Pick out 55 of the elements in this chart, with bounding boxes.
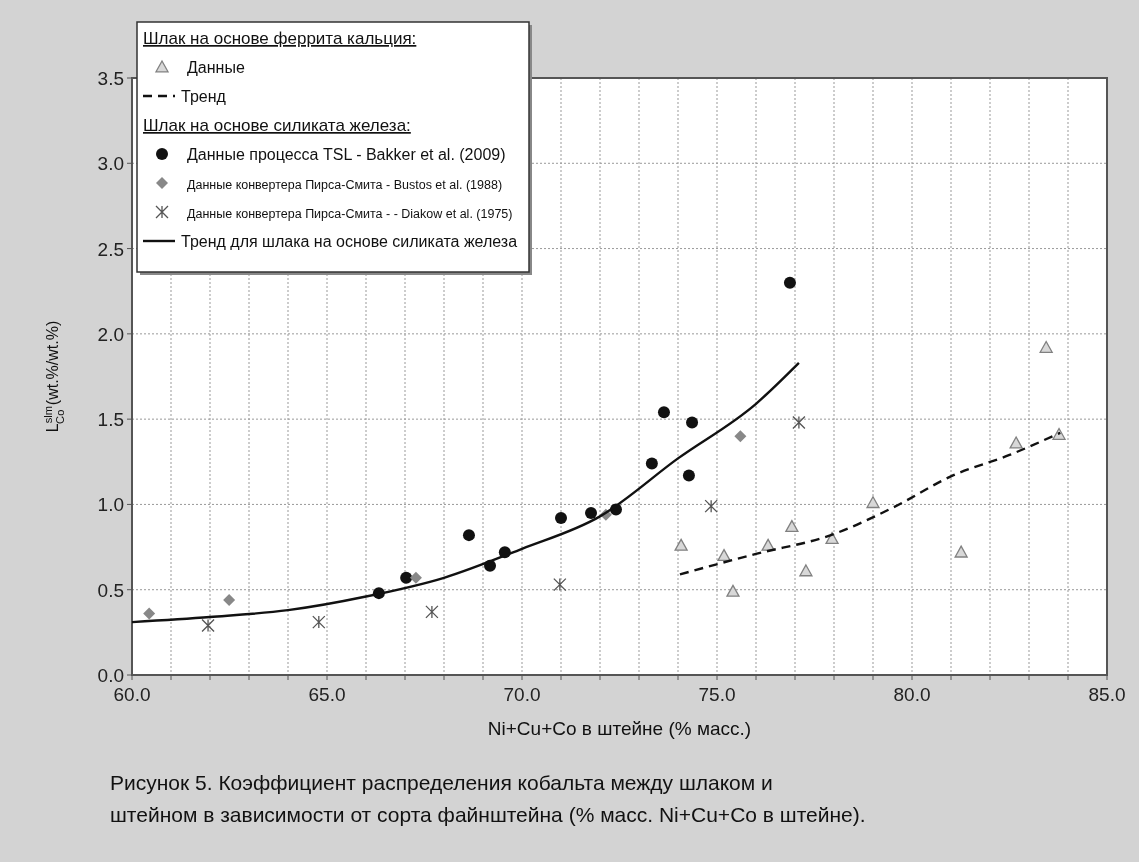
point (657, 406, 670, 419)
point (1039, 340, 1053, 353)
point (674, 538, 688, 551)
x-tick-label: 75.0 (698, 684, 736, 705)
legend-label: Данные (187, 59, 245, 76)
y-tick-label: 0.5 (97, 579, 124, 601)
point (312, 615, 326, 629)
x-tick-label: 85.0 (1088, 684, 1126, 705)
point (686, 416, 699, 429)
point (400, 571, 413, 584)
point (223, 593, 236, 606)
x-tick-label: 60.0 (113, 684, 151, 705)
annotation: Шлак на основе силиката железа: (143, 116, 411, 135)
point (555, 512, 567, 525)
y-tick-label: 3.0 (97, 153, 124, 175)
point (143, 607, 156, 620)
y-tick-label: 2.0 (97, 323, 124, 345)
legend-label: Данные конвертера Пирса-Смита - - Diakow et al. (1975) (187, 207, 513, 221)
point (954, 545, 968, 558)
y-tick-label: 3.5 (97, 68, 124, 89)
point (553, 577, 567, 592)
point (734, 430, 747, 443)
y-tick-label: 1.5 (97, 409, 124, 431)
y-tick-label: 1.0 (97, 494, 124, 516)
x-tick-label: 70.0 (503, 684, 541, 705)
point (792, 415, 806, 430)
legend-label: Данные процесса TSL - Bakker et al. (2009) (187, 146, 506, 163)
point (761, 538, 775, 551)
point (866, 496, 880, 509)
x-tick-label: 65.0 (308, 684, 346, 705)
point (645, 457, 658, 470)
point (726, 584, 740, 597)
legend-label: Тренд (181, 88, 227, 105)
point (462, 529, 475, 542)
point (1009, 436, 1023, 449)
point (201, 618, 215, 633)
point (704, 499, 718, 513)
y-tick-label: 2.5 (97, 238, 124, 260)
line-series (130, 361, 801, 624)
point (799, 564, 813, 577)
legend-label: Тренд для шлака на основе силиката железа (181, 233, 518, 250)
text: Шлак на основе феррита кальция: (143, 29, 417, 48)
legend-label: Данные конвертера Пирса-Смита - Bustos et al. (1988) (187, 178, 503, 192)
point (585, 506, 598, 519)
y-tick-label: 0.0 (97, 665, 124, 686)
point (425, 605, 439, 619)
x-tick-label: 80.0 (893, 684, 931, 705)
x-axis-title: Ni+Cu+Co в штейне (% масс.) (487, 718, 752, 739)
text: Рисунок 5. Коэффициент распределения кобальта между шлаком и штейном в зависимости от сорта файнштейна (% масс. Ni+Cu+Co в штейне). (110, 771, 866, 826)
point (783, 276, 796, 289)
point (717, 548, 731, 562)
point (785, 519, 799, 533)
point (682, 469, 695, 482)
point (409, 571, 422, 584)
point (1052, 427, 1066, 440)
